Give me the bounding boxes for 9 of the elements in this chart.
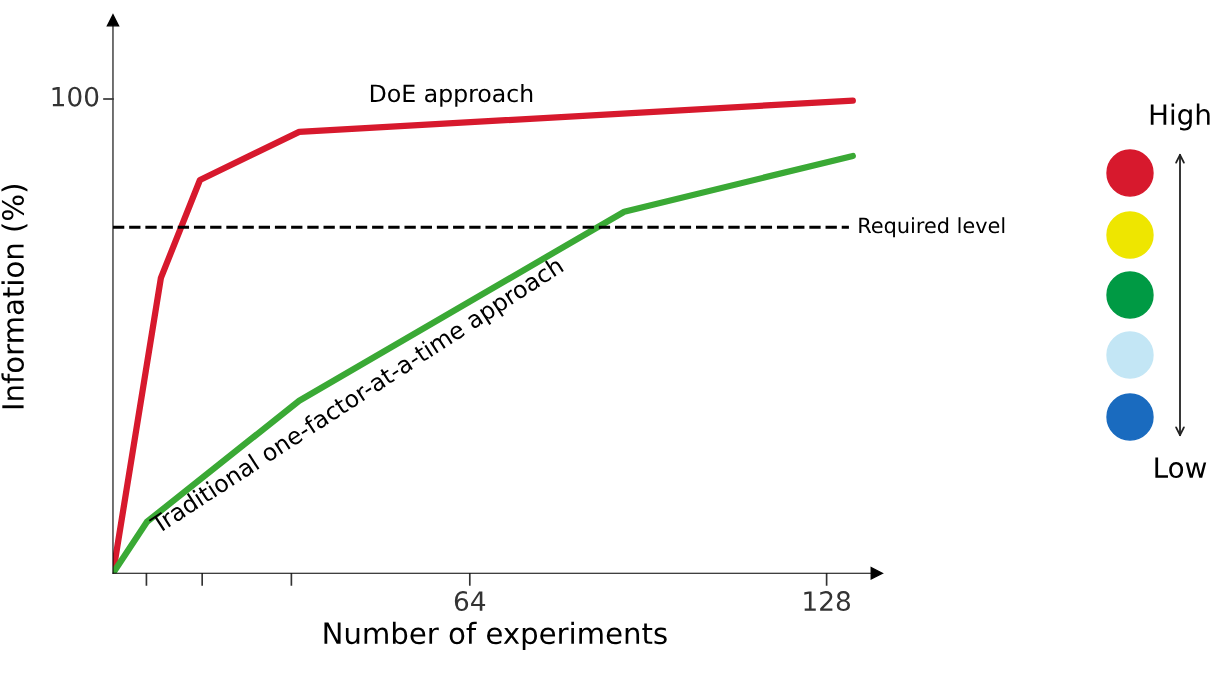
x-tick-label: 64 [454,591,486,612]
text: High [1150,103,1210,131]
text: Low [1155,457,1207,479]
text: 100 [52,86,99,107]
ref-line-label: Required level [859,217,1005,238]
x-axis-title: Number of experiments [324,621,667,650]
series-label: DoE approach [370,83,533,107]
y-axis-title: Information (%) [1,184,28,409]
x-tick-label: 128 [804,591,850,612]
